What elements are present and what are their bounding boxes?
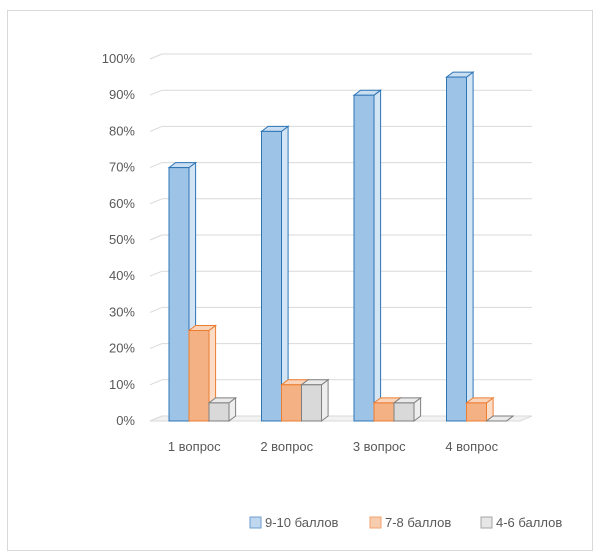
- bar: [485, 415, 515, 422]
- legend-swatch: [249, 516, 262, 529]
- gridline-depth: [149, 234, 163, 241]
- y-tick-label: 90%: [109, 87, 135, 102]
- legend-swatch: [480, 516, 493, 529]
- bar: [352, 89, 383, 423]
- bar: [445, 71, 475, 423]
- gridline-depth: [149, 306, 163, 313]
- gridline-depth: [149, 162, 163, 169]
- bar: [207, 396, 238, 423]
- y-tick-label: 40%: [109, 268, 135, 283]
- bar: [260, 125, 290, 423]
- gridline-depth: [149, 198, 163, 205]
- y-axis-ticks: 0% 10% 20% 30% 40% 50% 60% 70% 80% 90% 100%: [102, 51, 136, 428]
- y-tick-label: 100%: [102, 51, 136, 66]
- x-tick-label: 2 вопрос: [260, 439, 313, 454]
- legend-swatch: [369, 516, 382, 529]
- y-tick-label: 50%: [109, 232, 135, 247]
- y-tick-label: 60%: [109, 196, 135, 211]
- gridline-depth: [149, 343, 163, 350]
- y-tick-label: 0%: [116, 413, 135, 428]
- y-tick-label: 10%: [109, 377, 135, 392]
- y-tick-label: 20%: [109, 341, 135, 356]
- bars: [167, 71, 515, 423]
- gridline-depth: [149, 53, 163, 60]
- gridline-depth: [149, 125, 163, 132]
- bar: [392, 396, 423, 423]
- x-tick-label: 4 вопрос: [445, 439, 498, 454]
- y-tick-label: 80%: [109, 123, 135, 138]
- bar: [465, 396, 495, 423]
- bar: [187, 324, 218, 423]
- legend-label: 9-10 баллов: [265, 515, 339, 530]
- legend-item: 9-10 баллов: [249, 515, 339, 530]
- y-tick-label: 30%: [109, 304, 135, 319]
- x-tick-label: 3 вопрос: [353, 439, 406, 454]
- x-tick-label: 1 вопрос: [168, 439, 221, 454]
- legend: 9-10 баллов 7-8 баллов 4-6 баллов: [249, 515, 562, 530]
- gridline-depth: [149, 379, 163, 386]
- legend-item: 4-6 баллов: [480, 515, 562, 530]
- legend-label: 4-6 баллов: [496, 515, 562, 530]
- y-tick-label: 70%: [109, 160, 135, 175]
- gridline-depth: [149, 89, 163, 96]
- x-axis-ticks: 1 вопрос 2 вопрос 3 вопрос 4 вопрос: [168, 439, 499, 454]
- legend-label: 7-8 баллов: [385, 515, 451, 530]
- bar: [300, 378, 330, 423]
- chart-frame: [7, 10, 593, 551]
- gridline-depth: [149, 270, 163, 277]
- legend-item: 7-8 баллов: [369, 515, 451, 530]
